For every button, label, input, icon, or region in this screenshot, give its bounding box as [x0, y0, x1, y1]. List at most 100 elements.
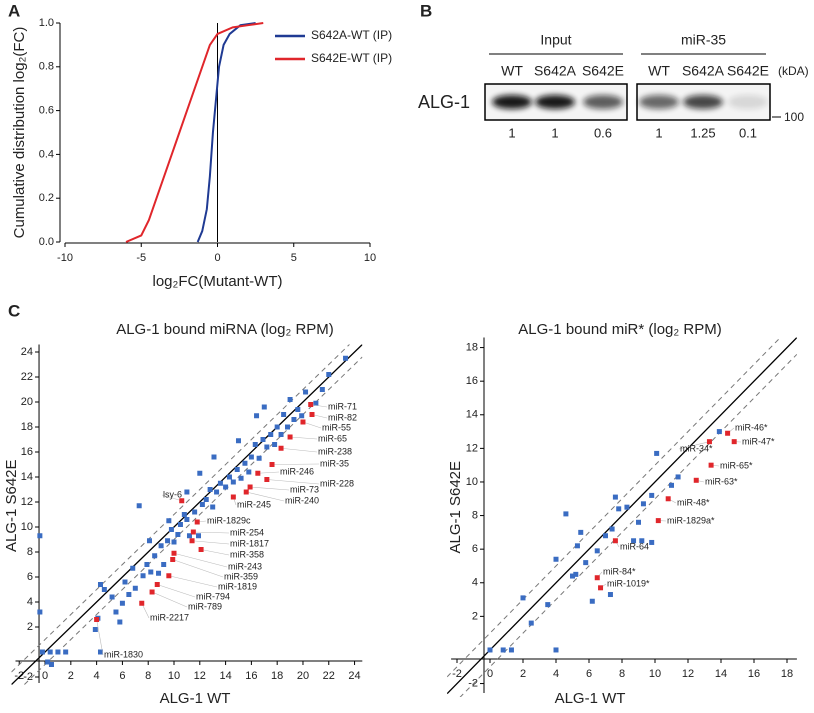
point-label: miR-789	[188, 601, 222, 611]
y-tick-label: 8	[472, 509, 478, 521]
point-label: miR-1817	[230, 538, 269, 548]
x-tick-label: 20	[297, 670, 309, 682]
point	[94, 617, 99, 622]
point-label: miR-1829a*	[667, 515, 715, 525]
reference-line	[447, 338, 797, 694]
point	[48, 650, 53, 655]
reference-line	[12, 345, 363, 685]
point	[239, 476, 244, 481]
point	[190, 538, 195, 543]
point	[159, 543, 164, 548]
point-label: miR-245	[237, 499, 271, 509]
band	[683, 95, 723, 109]
point	[709, 463, 714, 468]
point	[126, 592, 131, 597]
point	[291, 417, 296, 422]
x-tick-label: 18	[781, 668, 793, 680]
point	[300, 420, 305, 425]
point-label: miR-240	[285, 495, 319, 505]
y-axis-label: ALG-1 S642E	[447, 461, 464, 554]
point	[262, 405, 267, 410]
panel-label: A	[8, 1, 20, 20]
point	[236, 438, 241, 443]
point	[303, 390, 308, 395]
y-tick-label: 14	[466, 409, 478, 421]
point	[182, 512, 187, 517]
x-tick-label: 16	[748, 668, 760, 680]
y-tick-label: 18	[466, 341, 478, 353]
point	[49, 662, 54, 667]
point	[308, 402, 313, 407]
y-tick-label: 10	[466, 476, 478, 488]
point	[656, 518, 661, 523]
x-axis-label: ALG-1 WT	[555, 690, 626, 707]
y-tick-label: 0.8	[39, 61, 54, 73]
point	[98, 582, 103, 587]
x-tick-label: 8	[145, 670, 151, 682]
x-tick-label: 8	[619, 668, 625, 680]
band	[492, 95, 532, 109]
point	[666, 496, 671, 501]
lane-label: S642E	[582, 63, 624, 79]
legend-label: S642E-WT (IP)	[311, 51, 392, 65]
point	[130, 566, 135, 571]
point	[102, 587, 107, 592]
point	[488, 647, 493, 652]
x-tick-label: 6	[586, 668, 592, 680]
point-label: miR-2217	[150, 612, 189, 622]
point	[603, 533, 608, 538]
point	[608, 592, 613, 597]
reference-lines	[447, 321, 797, 708]
point	[208, 487, 213, 492]
leader-line	[193, 532, 229, 533]
marker-label: 100	[784, 110, 804, 124]
point-label: miR-1830	[104, 649, 143, 659]
leader-line	[281, 448, 317, 452]
group-label: miR-35	[681, 32, 726, 48]
x-tick-label: 10	[364, 252, 376, 264]
point	[554, 647, 559, 652]
point	[40, 650, 45, 655]
y-tick-label: 8	[27, 546, 33, 558]
point-label: miR-794	[196, 591, 230, 601]
point	[179, 498, 184, 503]
point	[191, 530, 196, 535]
y-tick-label: 0.2	[39, 192, 54, 204]
leader-line	[169, 576, 217, 587]
point	[246, 470, 251, 475]
point	[178, 522, 183, 527]
protein-label: ALG-1	[418, 92, 470, 112]
line	[126, 23, 263, 242]
x-tick-label: 0	[487, 668, 493, 680]
point	[598, 585, 603, 590]
legend-label: S642A-WT (IP)	[311, 28, 392, 42]
point	[285, 425, 290, 430]
point	[172, 540, 177, 545]
point	[37, 533, 42, 538]
point	[707, 439, 712, 444]
leader-line	[290, 437, 317, 439]
y-tick-label: 22	[21, 371, 33, 383]
point	[166, 518, 171, 523]
point-label: miR-84*	[603, 566, 636, 576]
point-label: miR-1819	[218, 581, 257, 591]
point	[172, 551, 177, 556]
point-label: miR-1829c	[207, 515, 251, 525]
point	[636, 520, 641, 525]
x-tick-label: 4	[553, 668, 559, 680]
y-tick-label: 2	[472, 610, 478, 622]
point	[249, 455, 254, 460]
point	[590, 599, 595, 604]
y-tick-label: 4	[472, 577, 478, 589]
point	[320, 387, 325, 392]
point	[166, 573, 171, 578]
y-tick-label: 6	[27, 571, 33, 583]
panel-label: C	[8, 301, 20, 320]
point	[150, 590, 155, 595]
x-tick-label: 14	[715, 668, 727, 680]
point	[610, 527, 615, 532]
point	[227, 475, 232, 480]
point	[578, 530, 583, 535]
y-tick-label: 1.0	[39, 17, 54, 29]
point	[214, 490, 219, 495]
